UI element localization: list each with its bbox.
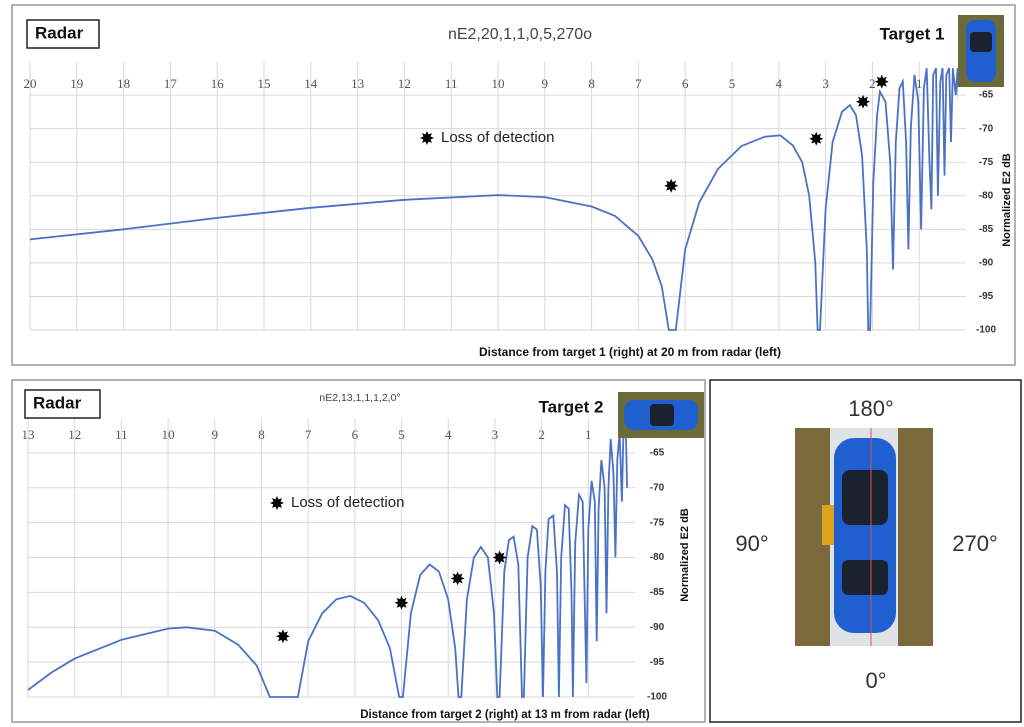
- radar-label: Radar: [33, 393, 82, 412]
- x-tick-label: 3: [492, 427, 499, 442]
- x-tick-label: 10: [162, 427, 175, 442]
- car-icon: [618, 392, 704, 438]
- x-tick-label: 6: [352, 427, 359, 442]
- y-tick-label: -80: [650, 552, 665, 563]
- radar-box: [24, 389, 101, 419]
- orientation-photo: [795, 428, 933, 646]
- angle-label: 180°: [848, 396, 894, 421]
- loss-marker: [856, 94, 870, 109]
- x-tick-label: 9: [212, 427, 219, 442]
- loss-marker: [809, 131, 824, 146]
- legend-label: Loss of detection: [441, 129, 554, 146]
- loss-marker: [275, 629, 290, 644]
- y-tick-label: -95: [979, 291, 994, 302]
- y-axis-label: Normalized E2 dB: [679, 508, 691, 602]
- x-tick-label: 16: [211, 76, 225, 91]
- x-axis-label: Distance from target 1 (right) at 20 m f…: [479, 345, 781, 359]
- panel-1: [11, 4, 1016, 366]
- x-tick-label: 7: [305, 427, 312, 442]
- data-line: [29, 67, 958, 331]
- x-tick-label: 2: [869, 76, 876, 91]
- x-tick-label: 5: [729, 76, 736, 91]
- y-tick-label: -85: [979, 224, 994, 235]
- x-tick-label: 20: [24, 76, 37, 91]
- x-tick-label: 10: [492, 76, 505, 91]
- loss-marker: [664, 178, 679, 193]
- x-tick-label: 18: [117, 76, 130, 91]
- y-tick-label: -90: [650, 622, 665, 633]
- loss-marker: [450, 571, 465, 586]
- radar-box: [26, 19, 100, 49]
- x-tick-label: 3: [822, 76, 829, 91]
- y-tick-label: -80: [979, 190, 994, 201]
- target-label: Target 1: [880, 24, 945, 43]
- legend-marker: [270, 496, 284, 510]
- panel-2: [11, 379, 706, 723]
- y-tick-label: -95: [650, 657, 665, 668]
- chart-title: nE2,13,1,1,1,2,0°: [319, 392, 400, 404]
- x-tick-label: 14: [304, 76, 318, 91]
- y-tick-label: -70: [650, 482, 665, 493]
- legend-marker: [420, 131, 434, 145]
- y-axis-label: Normalized E2 dB: [1001, 153, 1013, 247]
- loss-marker: [874, 74, 889, 89]
- x-tick-label: 13: [22, 427, 35, 442]
- x-tick-label: 1: [585, 427, 592, 442]
- x-axis-label: Distance from target 2 (right) at 13 m f…: [360, 709, 650, 721]
- x-tick-label: 15: [258, 76, 271, 91]
- x-tick-label: 13: [351, 76, 364, 91]
- x-tick-label: 2: [538, 427, 545, 442]
- radar-label: Radar: [35, 23, 84, 42]
- x-tick-label: 6: [682, 76, 689, 91]
- y-tick-label: -65: [650, 448, 665, 459]
- y-tick-label: -100: [976, 325, 996, 336]
- y-tick-label: -75: [979, 157, 994, 168]
- x-tick-label: 4: [445, 427, 452, 442]
- x-tick-label: 12: [68, 427, 81, 442]
- x-tick-label: 8: [258, 427, 265, 442]
- x-tick-label: 5: [398, 427, 405, 442]
- x-tick-label: 19: [70, 76, 83, 91]
- legend-label: Loss of detection: [291, 494, 404, 511]
- y-tick-label: -85: [650, 587, 665, 598]
- y-tick-label: -65: [979, 90, 994, 101]
- angle-label: 90°: [735, 531, 768, 556]
- x-tick-label: 11: [115, 427, 128, 442]
- x-tick-label: 7: [635, 76, 642, 91]
- x-tick-label: 17: [164, 76, 178, 91]
- x-tick-label: 4: [776, 76, 783, 91]
- y-tick-label: -90: [979, 258, 994, 269]
- car-icon: [958, 15, 1004, 87]
- loss-marker: [492, 550, 507, 565]
- y-tick-label: -70: [979, 123, 994, 134]
- y-tick-label: -75: [650, 517, 665, 528]
- x-tick-label: 12: [398, 76, 411, 91]
- target-label: Target 2: [539, 397, 604, 416]
- chart-title: nE2,20,1,1,0,5,270o: [448, 26, 592, 43]
- angle-label: 0°: [865, 668, 886, 693]
- x-tick-label: 11: [445, 76, 458, 91]
- x-tick-label: 1: [916, 76, 923, 91]
- angle-label: 270°: [952, 531, 998, 556]
- data-line: [27, 424, 628, 698]
- loss-marker: [394, 595, 409, 610]
- y-tick-label: -100: [647, 692, 667, 703]
- x-tick-label: 8: [588, 76, 595, 91]
- x-tick-label: 9: [542, 76, 549, 91]
